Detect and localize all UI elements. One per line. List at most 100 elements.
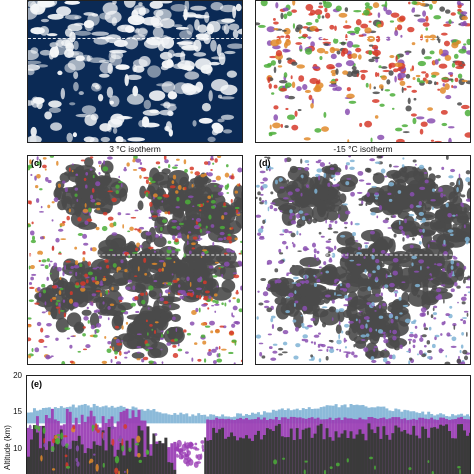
- texture-blob: [312, 218, 318, 224]
- texture-blob: [385, 273, 388, 279]
- texture-blob: [258, 342, 264, 345]
- texture-rect: [107, 407, 111, 424]
- texture-blob: [438, 63, 448, 69]
- texture-blob: [104, 336, 107, 339]
- texture-blob: [431, 471, 434, 474]
- texture-blob: [126, 93, 144, 105]
- texture-rect: [146, 408, 150, 424]
- texture-blob: [41, 283, 46, 288]
- texture-blob: [374, 197, 379, 200]
- texture-blob: [349, 166, 355, 170]
- texture-blob: [90, 247, 93, 251]
- texture-blob: [441, 77, 449, 80]
- texture-blob: [121, 438, 124, 447]
- texture-blob: [235, 209, 239, 214]
- texture-blob: [396, 299, 408, 307]
- texture-blob: [38, 292, 42, 298]
- texture-blob: [291, 9, 298, 13]
- texture-blob: [103, 160, 106, 165]
- texture-blob: [365, 323, 368, 329]
- texture-rect: [191, 414, 195, 424]
- texture-blob: [431, 74, 437, 78]
- texture-blob: [462, 317, 468, 319]
- texture-rect: [466, 414, 470, 424]
- texture-blob: [377, 23, 382, 28]
- texture-blob: [66, 215, 70, 221]
- texture-blob: [331, 299, 335, 304]
- texture-blob: [272, 18, 276, 21]
- texture-blob: [421, 334, 427, 338]
- texture-blob: [452, 322, 457, 327]
- texture-rect: [469, 432, 470, 474]
- texture-blob: [455, 65, 465, 70]
- texture-blob: [127, 240, 137, 255]
- texture-rect: [376, 406, 380, 424]
- texture-rect: [32, 408, 36, 424]
- texture-blob: [260, 193, 264, 196]
- texture-blob: [427, 80, 433, 85]
- texture-blob: [382, 219, 389, 224]
- texture-blob: [433, 317, 437, 320]
- texture-blob: [409, 204, 414, 209]
- texture-blob: [132, 58, 148, 68]
- texture-blob: [369, 83, 372, 90]
- texture-blob: [223, 24, 230, 35]
- texture-blob: [118, 353, 122, 355]
- texture-rect: [310, 437, 314, 474]
- texture-blob: [433, 263, 437, 266]
- texture-rect: [340, 433, 344, 474]
- texture-blob: [326, 210, 339, 221]
- texture-blob: [228, 23, 240, 31]
- texture-blob: [175, 327, 178, 332]
- texture-rect: [328, 437, 332, 474]
- texture-blob: [186, 292, 192, 296]
- texture-blob: [304, 326, 309, 330]
- texture-rect: [298, 410, 302, 424]
- texture-blob: [75, 165, 96, 175]
- texture-blob: [157, 166, 161, 169]
- texture-blob: [109, 303, 115, 307]
- texture-blob: [412, 276, 422, 292]
- texture-blob: [400, 208, 403, 213]
- texture-blob: [284, 49, 291, 53]
- texture-blob: [427, 356, 432, 360]
- texture-blob: [217, 191, 224, 196]
- texture-blob: [368, 58, 375, 63]
- texture-blob: [430, 199, 436, 202]
- texture-blob: [204, 182, 223, 195]
- texture-blob: [95, 290, 101, 293]
- texture-blob: [42, 289, 47, 294]
- texture-blob: [355, 340, 367, 349]
- texture-blob: [266, 283, 271, 289]
- texture-blob: [166, 59, 174, 67]
- texture-blob: [102, 2, 118, 15]
- texture-blob: [436, 288, 442, 293]
- texture-blob: [414, 283, 421, 288]
- texture-blob: [166, 248, 172, 254]
- texture-rect: [113, 426, 117, 474]
- texture-rect: [448, 416, 452, 424]
- texture-blob: [318, 332, 321, 335]
- texture-blob: [384, 1, 388, 8]
- texture-blob: [437, 88, 441, 91]
- texture-blob: [310, 354, 314, 358]
- texture-blob: [61, 439, 66, 447]
- texture-blob: [335, 324, 342, 335]
- texture-blob: [58, 251, 62, 254]
- texture-blob: [409, 244, 414, 249]
- texture-rect: [376, 426, 380, 474]
- texture-blob: [421, 71, 427, 74]
- texture-rect: [256, 430, 260, 474]
- texture-blob: [75, 260, 79, 266]
- texture-blob: [116, 277, 129, 285]
- texture-blob: [221, 348, 227, 351]
- texture-blob: [368, 195, 374, 201]
- texture-blob: [412, 237, 415, 241]
- texture-rect: [104, 405, 108, 424]
- texture-rect: [259, 414, 263, 424]
- texture-blob: [67, 59, 86, 71]
- texture-rect: [53, 407, 57, 424]
- texture-blob: [357, 170, 364, 176]
- texture-blob: [350, 191, 355, 197]
- texture-blob: [30, 47, 39, 54]
